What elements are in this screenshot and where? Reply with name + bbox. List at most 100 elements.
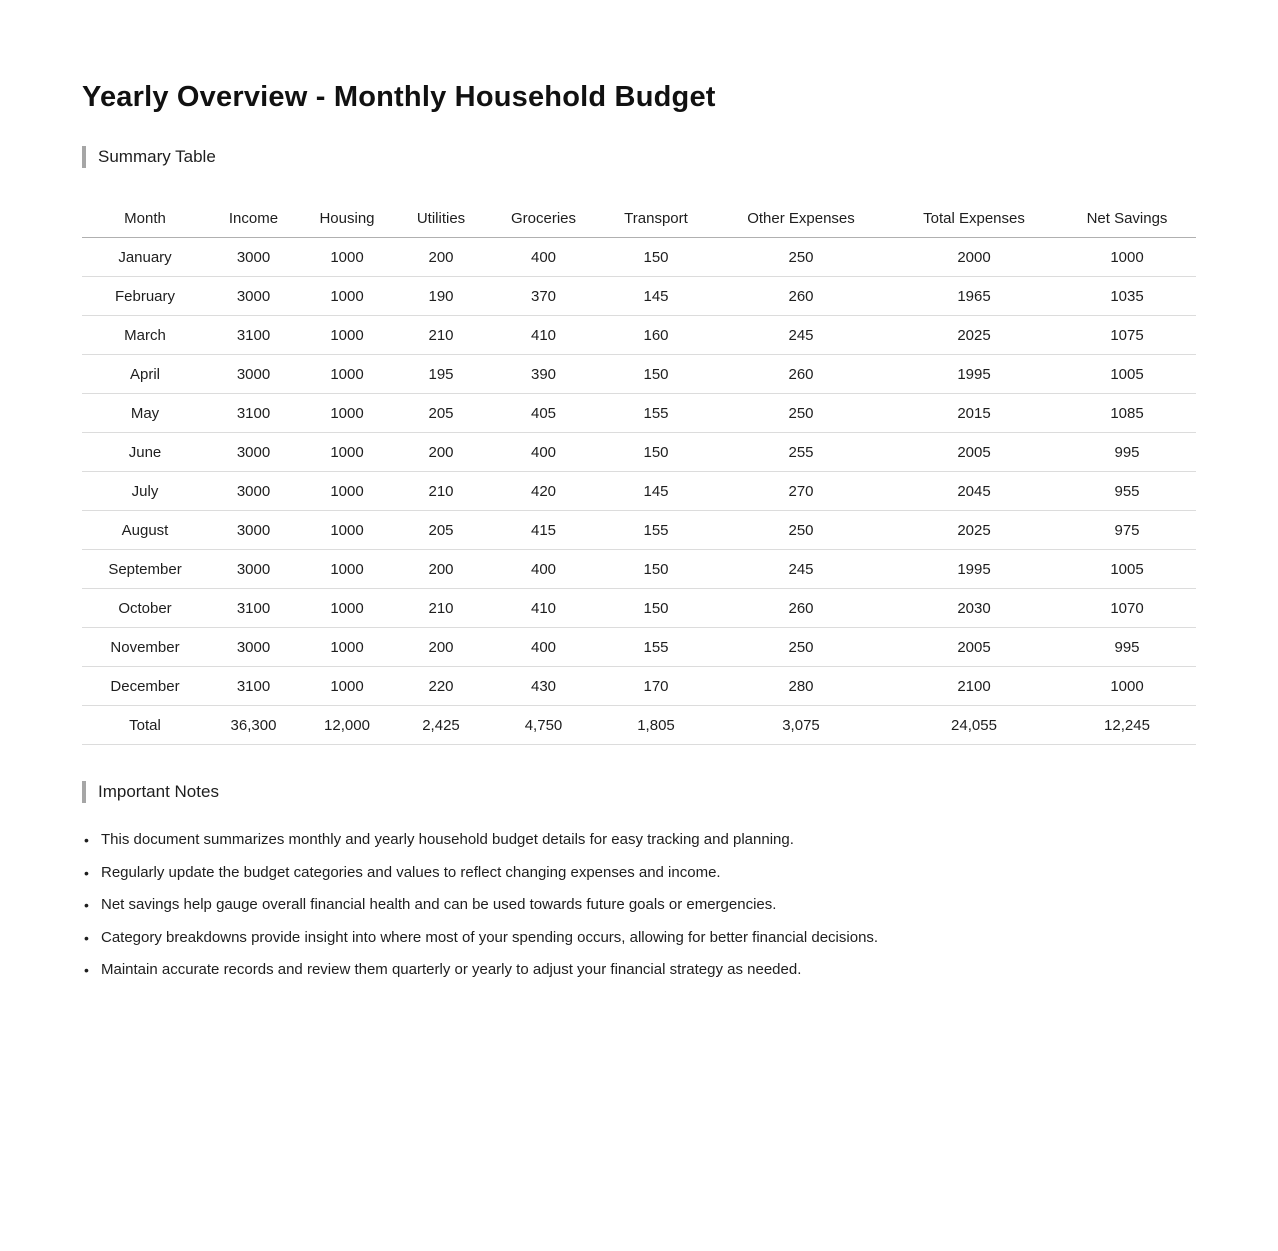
column-header-income: Income: [208, 199, 299, 238]
table-cell: 3000: [208, 276, 299, 316]
table-cell: 3000: [208, 354, 299, 394]
table-cell: October: [82, 588, 208, 628]
table-cell: 3000: [208, 432, 299, 472]
table-cell: 2,425: [395, 705, 487, 745]
note-item: This document summarizes monthly and yea…: [82, 824, 1196, 857]
table-cell: 400: [487, 432, 600, 472]
page-title: Yearly Overview - Monthly Household Budg…: [82, 81, 716, 113]
table-cell: 1000: [299, 471, 395, 511]
column-header-month: Month: [82, 199, 208, 238]
table-row-july: July 3000 1000 210 420 145 270 2045 955: [82, 471, 1196, 511]
table-cell: July: [82, 471, 208, 511]
table-cell: 1000: [299, 627, 395, 667]
table-cell: 955: [1058, 471, 1196, 511]
table-cell: 430: [487, 666, 600, 706]
table-cell: 195: [395, 354, 487, 394]
table-cell: 260: [712, 588, 890, 628]
table-cell: 1995: [890, 549, 1058, 589]
table-row-total: Total 36,300 12,000 2,425 4,750 1,805 3,075 24,…: [82, 705, 1196, 745]
table-cell: 2045: [890, 471, 1058, 511]
table-cell: 1995: [890, 354, 1058, 394]
table-cell: 2030: [890, 588, 1058, 628]
table-cell: 250: [712, 237, 890, 277]
table-cell: 1,805: [600, 705, 712, 745]
note-item: Net savings help gauge overall financial…: [82, 889, 1196, 922]
table-cell: 2015: [890, 393, 1058, 433]
table-cell: 260: [712, 276, 890, 316]
table-cell: 1000: [299, 393, 395, 433]
table-cell: 2025: [890, 510, 1058, 550]
table-cell: June: [82, 432, 208, 472]
column-header-net-savings: Net Savings: [1058, 199, 1196, 238]
table-cell: 155: [600, 510, 712, 550]
table-cell: 3100: [208, 315, 299, 355]
table-cell: April: [82, 354, 208, 394]
table-cell: 3000: [208, 627, 299, 667]
table-cell: 1000: [299, 237, 395, 277]
table-cell: 12,245: [1058, 705, 1196, 745]
table-cell: 210: [395, 588, 487, 628]
table-cell: 210: [395, 471, 487, 511]
table-cell: March: [82, 315, 208, 355]
note-item: Regularly update the budget categories a…: [82, 857, 1196, 890]
table-cell: 1075: [1058, 315, 1196, 355]
table-cell: 3100: [208, 393, 299, 433]
column-header-groceries: Groceries: [487, 199, 600, 238]
table-cell: 3000: [208, 471, 299, 511]
table-row-may: May 3100 1000 205 405 155 250 2015 1085: [82, 393, 1196, 433]
table-row-january: January 3000 1000 200 400 150 250 2000 1000: [82, 237, 1196, 277]
column-header-housing: Housing: [299, 199, 395, 238]
table-cell: 190: [395, 276, 487, 316]
table-cell: 145: [600, 276, 712, 316]
table-header-row: Month Income Housing Utilities Groceries Tran…: [82, 199, 1196, 238]
summary-section-heading-label: Summary Table: [98, 147, 216, 166]
section-accent-bar: [82, 146, 86, 168]
table-cell: 410: [487, 588, 600, 628]
table-cell: 1000: [299, 315, 395, 355]
table-cell: 975: [1058, 510, 1196, 550]
table-cell: 415: [487, 510, 600, 550]
table-cell: February: [82, 276, 208, 316]
table-cell: 200: [395, 627, 487, 667]
table-cell: November: [82, 627, 208, 667]
table-cell: 1000: [1058, 666, 1196, 706]
table-cell: 250: [712, 393, 890, 433]
table-cell: 260: [712, 354, 890, 394]
column-header-other-expenses: Other Expenses: [712, 199, 890, 238]
table-row-february: February 3000 1000 190 370 145 260 1965 1035: [82, 276, 1196, 316]
table-cell: 2000: [890, 237, 1058, 277]
notes-section-heading: Important Notes: [82, 781, 1196, 803]
table-cell: May: [82, 393, 208, 433]
table-cell: 405: [487, 393, 600, 433]
table-cell: 155: [600, 393, 712, 433]
table-cell: 170: [600, 666, 712, 706]
table-cell: 3000: [208, 549, 299, 589]
table-cell: 1000: [299, 588, 395, 628]
table-cell: 400: [487, 237, 600, 277]
table-cell: 400: [487, 549, 600, 589]
table-cell: 3,075: [712, 705, 890, 745]
table-row-april: April 3000 1000 195 390 150 260 1995 1005: [82, 354, 1196, 394]
table-cell: 205: [395, 510, 487, 550]
table-cell: 270: [712, 471, 890, 511]
table-cell: 200: [395, 237, 487, 277]
table-cell: 1000: [299, 666, 395, 706]
table-cell: 150: [600, 549, 712, 589]
table-row-december: December 3100 1000 220 430 170 280 2100 1000: [82, 666, 1196, 706]
table-cell: 1005: [1058, 549, 1196, 589]
summary-section-heading: Summary Table: [82, 146, 1196, 168]
table-cell: 390: [487, 354, 600, 394]
column-header-total-expenses: Total Expenses: [890, 199, 1058, 238]
note-item: Maintain accurate records and review the…: [82, 954, 1196, 987]
table-cell: 1000: [1058, 237, 1196, 277]
table-cell: 4,750: [487, 705, 600, 745]
table-cell: 995: [1058, 432, 1196, 472]
table-cell: 1070: [1058, 588, 1196, 628]
column-header-transport: Transport: [600, 199, 712, 238]
budget-table: Month Income Housing Utilities Groceries Tran…: [82, 199, 1196, 745]
table-cell: December: [82, 666, 208, 706]
table-cell: August: [82, 510, 208, 550]
table-cell: 245: [712, 549, 890, 589]
table-cell: 245: [712, 315, 890, 355]
notes-list: This document summarizes monthly and yea…: [82, 824, 1196, 987]
